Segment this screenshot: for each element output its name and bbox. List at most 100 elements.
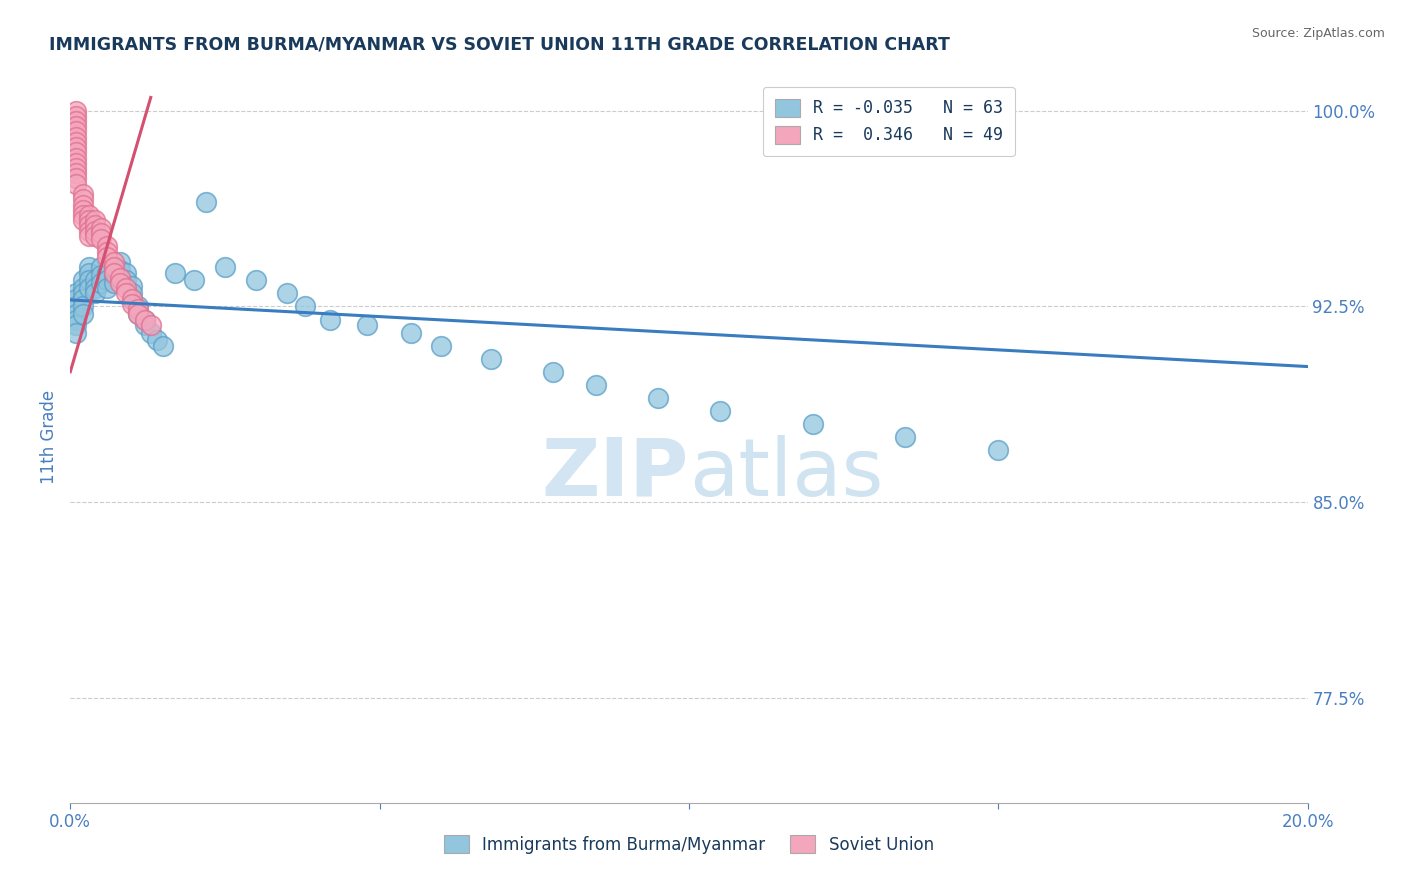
Point <box>77 266 100 280</box>
Point <box>430 339 453 353</box>
Point <box>121 292 143 306</box>
Point <box>127 307 149 321</box>
Point <box>709 404 731 418</box>
Point <box>103 268 125 282</box>
Point <box>72 187 94 202</box>
Point <box>65 129 87 144</box>
Point <box>65 161 87 175</box>
Point <box>84 229 107 244</box>
Point <box>115 273 138 287</box>
Point <box>108 255 131 269</box>
Point <box>108 276 131 290</box>
Point <box>65 286 87 301</box>
Point <box>103 260 125 275</box>
Text: Source: ZipAtlas.com: Source: ZipAtlas.com <box>1251 27 1385 40</box>
Point <box>356 318 378 332</box>
Point <box>65 124 87 138</box>
Point <box>84 281 107 295</box>
Point <box>90 221 112 235</box>
Point <box>585 377 607 392</box>
Point <box>399 326 422 340</box>
Point <box>65 300 87 314</box>
Point <box>108 270 131 285</box>
Point <box>72 208 94 222</box>
Point <box>65 103 87 118</box>
Point <box>801 417 824 431</box>
Point <box>108 263 131 277</box>
Point <box>77 281 100 295</box>
Point <box>65 155 87 169</box>
Point <box>90 227 112 241</box>
Point <box>647 391 669 405</box>
Point <box>90 268 112 282</box>
Point <box>72 197 94 211</box>
Point <box>152 339 174 353</box>
Point <box>65 151 87 165</box>
Point <box>103 255 125 269</box>
Y-axis label: 11th Grade: 11th Grade <box>41 390 59 484</box>
Point <box>108 270 131 285</box>
Point <box>96 266 118 280</box>
Point <box>84 286 107 301</box>
Point <box>72 193 94 207</box>
Point <box>121 286 143 301</box>
Point <box>72 213 94 227</box>
Point <box>146 334 169 348</box>
Point <box>96 250 118 264</box>
Point <box>276 286 298 301</box>
Point <box>90 260 112 275</box>
Point <box>115 281 138 295</box>
Point <box>65 135 87 149</box>
Point <box>894 430 917 444</box>
Point <box>127 301 149 317</box>
Point <box>77 229 100 244</box>
Point <box>84 213 107 227</box>
Point <box>72 307 94 321</box>
Point <box>121 292 143 306</box>
Point <box>294 300 316 314</box>
Point <box>134 312 156 326</box>
Point <box>65 177 87 191</box>
Point <box>183 273 205 287</box>
Text: ZIP: ZIP <box>541 434 689 513</box>
Point <box>541 365 564 379</box>
Point <box>139 318 162 332</box>
Point <box>72 292 94 306</box>
Point <box>96 273 118 287</box>
Point <box>96 239 118 253</box>
Text: atlas: atlas <box>689 434 883 513</box>
Point <box>121 278 143 293</box>
Point <box>72 281 94 295</box>
Point <box>65 292 87 306</box>
Point <box>195 194 218 209</box>
Point <box>103 260 125 275</box>
Point <box>115 286 138 301</box>
Point <box>65 171 87 186</box>
Point <box>72 286 94 301</box>
Point <box>84 224 107 238</box>
Point <box>115 266 138 280</box>
Point <box>84 273 107 287</box>
Point <box>479 351 502 366</box>
Point <box>96 281 118 295</box>
Point <box>77 213 100 227</box>
Point <box>72 300 94 314</box>
Point <box>65 312 87 326</box>
Point <box>90 276 112 290</box>
Point <box>987 443 1010 458</box>
Point <box>84 219 107 233</box>
Point <box>319 312 342 326</box>
Point <box>65 318 87 332</box>
Point <box>127 307 149 321</box>
Legend: Immigrants from Burma/Myanmar, Soviet Union: Immigrants from Burma/Myanmar, Soviet Un… <box>437 829 941 860</box>
Point <box>65 166 87 180</box>
Point <box>77 208 100 222</box>
Point <box>72 202 94 217</box>
Point <box>77 260 100 275</box>
Point <box>127 300 149 314</box>
Point <box>65 145 87 160</box>
Point <box>103 276 125 290</box>
Point <box>65 114 87 128</box>
Point <box>65 307 87 321</box>
Point <box>65 119 87 133</box>
